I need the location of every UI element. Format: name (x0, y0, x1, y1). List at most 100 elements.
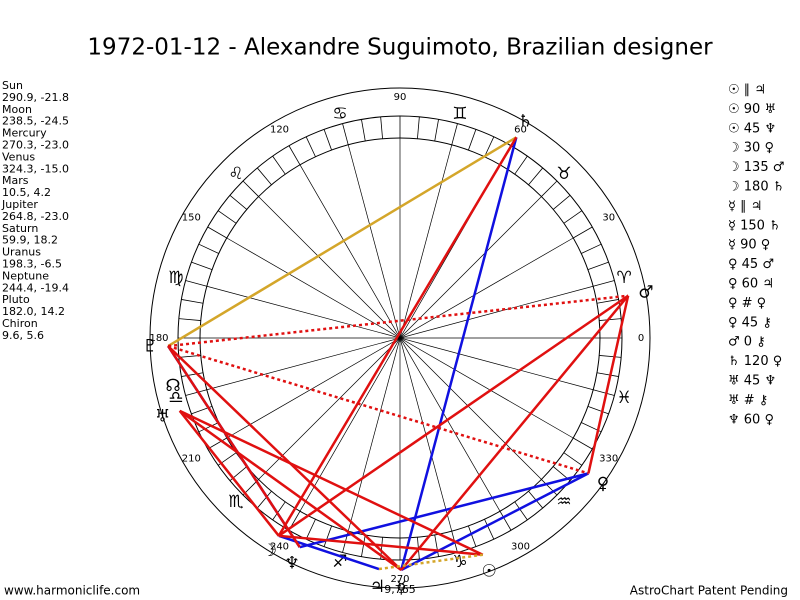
planet-position: 244.4, -19.4 (2, 281, 69, 294)
ring-tick (185, 389, 207, 396)
degree-label: 180 (149, 333, 168, 344)
planet-name: Mars (2, 174, 29, 187)
degree-label: 270 (390, 574, 409, 585)
ring-tick (178, 318, 201, 321)
ring-tick (305, 519, 316, 540)
planet-name: Uranus (2, 246, 41, 259)
ring-tick (581, 243, 602, 254)
aspect-entry: ♀ 45 ⚷ (728, 315, 772, 330)
ring-tick (451, 123, 458, 145)
planet-position: 238.5, -24.5 (2, 115, 69, 128)
aspect-entry: ♄ 120 ♀ (728, 354, 782, 369)
aspect-line (167, 345, 403, 571)
planet-name: Saturn (2, 222, 38, 235)
planet-name: Venus (2, 150, 35, 163)
planet-glyph: ☽ (262, 541, 277, 561)
ring-tick (468, 525, 477, 547)
zodiac-sign: ♎ (168, 388, 183, 408)
degree-label: 210 (182, 454, 201, 465)
ring-tick (552, 194, 571, 210)
degree-label: 150 (182, 213, 201, 224)
zodiac-sign: ♈ (616, 268, 631, 288)
footer-left: www.harmoniclife.com (4, 584, 140, 598)
ring-tick (596, 299, 619, 304)
planet-position: 198.3, -6.5 (2, 258, 62, 271)
planet-name: Sun (2, 79, 23, 92)
aspect-entry: ♆ 60 ♀ (728, 412, 774, 427)
planet-glyph: ♀ (597, 474, 609, 494)
aspect-line (400, 136, 518, 571)
aspect-line (400, 294, 630, 571)
planet-position: 9.6, 5.6 (2, 329, 44, 342)
ring-tick (563, 210, 583, 224)
ring-tick (323, 129, 332, 151)
zodiac-sign: ♑ (452, 552, 467, 572)
ring-tick (514, 501, 528, 521)
planet-glyph: ♇ (143, 337, 158, 357)
zodiac-sign: ♓ (616, 388, 631, 408)
aspect-line (167, 344, 589, 475)
aspect-line (168, 294, 629, 348)
ring-tick (514, 155, 528, 175)
ring-tick (229, 194, 248, 210)
ring-tick (207, 437, 227, 450)
ring-tick (191, 261, 213, 270)
extra-label: 9,765 (384, 583, 416, 596)
ring-tick (417, 116, 420, 139)
planet-name: Pluto (2, 293, 30, 306)
ring-tick (484, 136, 495, 157)
zodiac-sign: ♏ (228, 492, 243, 512)
planet-position: 290.9, -21.8 (2, 91, 69, 104)
aspect-entry: ♀ 45 ♂ (728, 257, 774, 272)
degree-label: 240 (270, 542, 289, 553)
ring-tick (434, 534, 439, 557)
aspect-entry: ☿ 90 ♀ (728, 238, 770, 253)
ring-tick (342, 123, 349, 145)
ring-tick (207, 226, 227, 239)
ring-tick (305, 136, 316, 157)
aspect-line (167, 136, 517, 348)
ring-tick (434, 119, 439, 142)
planet-glyph: ♃ (370, 577, 385, 597)
planet-position: 264.8, -23.0 (2, 210, 69, 223)
degree-label: 30 (602, 213, 615, 224)
aspect-line (400, 472, 589, 572)
ring-tick (380, 116, 383, 139)
ring-tick (256, 490, 272, 509)
degree-label: 0 (638, 333, 644, 344)
ring-tick (198, 422, 219, 433)
degree-label: 90 (394, 92, 407, 103)
ring-tick (541, 180, 558, 197)
planet-glyph: ♄ (518, 112, 533, 132)
zodiac-sign: ♌ (228, 164, 243, 184)
aspect-entry: ♅ 45 ♆ (728, 374, 776, 389)
aspect-entry: ☽ 30 ♀ (728, 141, 774, 156)
planet-name: Neptune (2, 269, 49, 282)
aspect-entry: ☽ 135 ♂ (728, 160, 784, 175)
aspect-line (278, 294, 629, 537)
ring-tick (468, 129, 477, 151)
zodiac-sign: ♋ (332, 104, 347, 124)
ring-tick (217, 210, 237, 224)
aspect-line (587, 295, 630, 474)
ring-tick (361, 119, 366, 142)
aspect-entry: ☿ 150 ♄ (728, 218, 781, 233)
ring-tick (528, 167, 544, 186)
ring-tick (596, 372, 619, 377)
ring-tick (272, 155, 286, 175)
degree-label: 120 (270, 124, 289, 135)
aspect-entry: ☉ ∥ ♃ (728, 83, 766, 98)
aspect-line (167, 345, 301, 548)
zodiac-sign: ♉ (556, 164, 571, 184)
ring-tick (323, 525, 332, 547)
ring-tick (256, 167, 272, 186)
degree-label: 330 (599, 454, 618, 465)
footer-right: AstroChart Patent Pending (630, 584, 788, 598)
ring-tick (499, 511, 512, 531)
planet-glyph: ♂ (638, 282, 653, 302)
planet-position: 324.3, -15.0 (2, 162, 69, 175)
planet-name: Jupiter (1, 198, 38, 211)
aspect-line (299, 472, 589, 549)
aspect-line (277, 136, 518, 537)
